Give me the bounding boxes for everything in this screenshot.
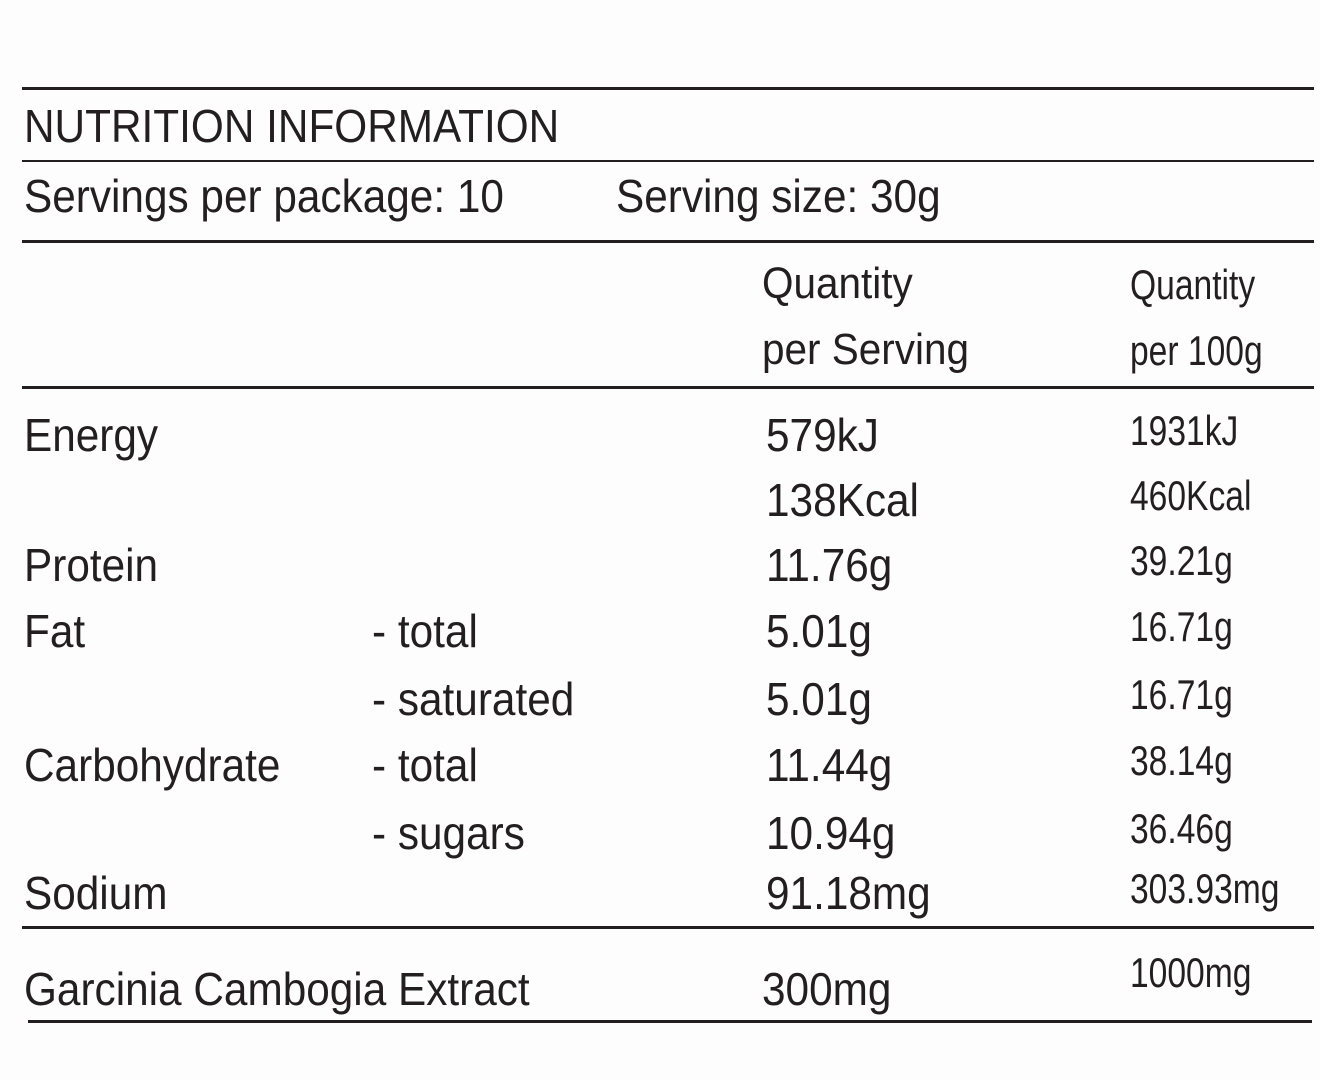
rule	[22, 87, 1314, 90]
row-name: Sodium	[24, 867, 168, 919]
per-100g: 303.93mg	[1130, 865, 1280, 912]
rule	[22, 160, 1314, 162]
header-per-serving: per Serving	[762, 325, 970, 374]
title: NUTRITION INFORMATION	[24, 100, 560, 152]
row-name: Fat	[24, 605, 86, 657]
row-sub: - total	[372, 605, 478, 657]
per-100g: 460Kcal	[1130, 472, 1252, 519]
serving-size: Serving size: 30g	[616, 170, 941, 222]
per-100g: 39.21g	[1130, 537, 1233, 584]
extract-per-serving: 300mg	[762, 963, 892, 1015]
row-name: Protein	[24, 539, 159, 591]
rule	[28, 1020, 1312, 1023]
row-sub: - saturated	[372, 673, 575, 725]
rule	[22, 926, 1314, 929]
extract-name: Garcinia Cambogia Extract	[24, 963, 530, 1015]
per-100g: 16.71g	[1130, 671, 1233, 718]
per-100g: 16.71g	[1130, 603, 1233, 650]
rule	[22, 386, 1314, 389]
per-serving: 5.01g	[766, 673, 872, 725]
header-per-100g: Quantity	[1130, 261, 1256, 308]
per-serving: 579kJ	[766, 409, 879, 461]
per-serving: 10.94g	[766, 807, 896, 859]
per-serving: 11.44g	[766, 739, 893, 791]
row-name: Energy	[24, 409, 159, 461]
per-100g: 1931kJ	[1130, 407, 1239, 454]
row-sub: - total	[372, 739, 478, 791]
extract-per-100g: 1000mg	[1130, 949, 1252, 996]
per-serving: 91.18mg	[766, 867, 931, 919]
per-100g: 38.14g	[1130, 737, 1233, 784]
header-per-serving: Quantity	[762, 259, 913, 308]
rule	[22, 240, 1314, 243]
servings-per-package: Servings per package: 10	[24, 170, 504, 222]
per-100g: 36.46g	[1130, 805, 1233, 852]
per-serving: 11.76g	[766, 539, 893, 591]
row-name: Carbohydrate	[24, 739, 281, 791]
row-sub: - sugars	[372, 807, 525, 859]
header-per-100g: per 100g	[1130, 327, 1263, 374]
per-serving: 5.01g	[766, 605, 872, 657]
per-serving: 138Kcal	[766, 474, 919, 526]
